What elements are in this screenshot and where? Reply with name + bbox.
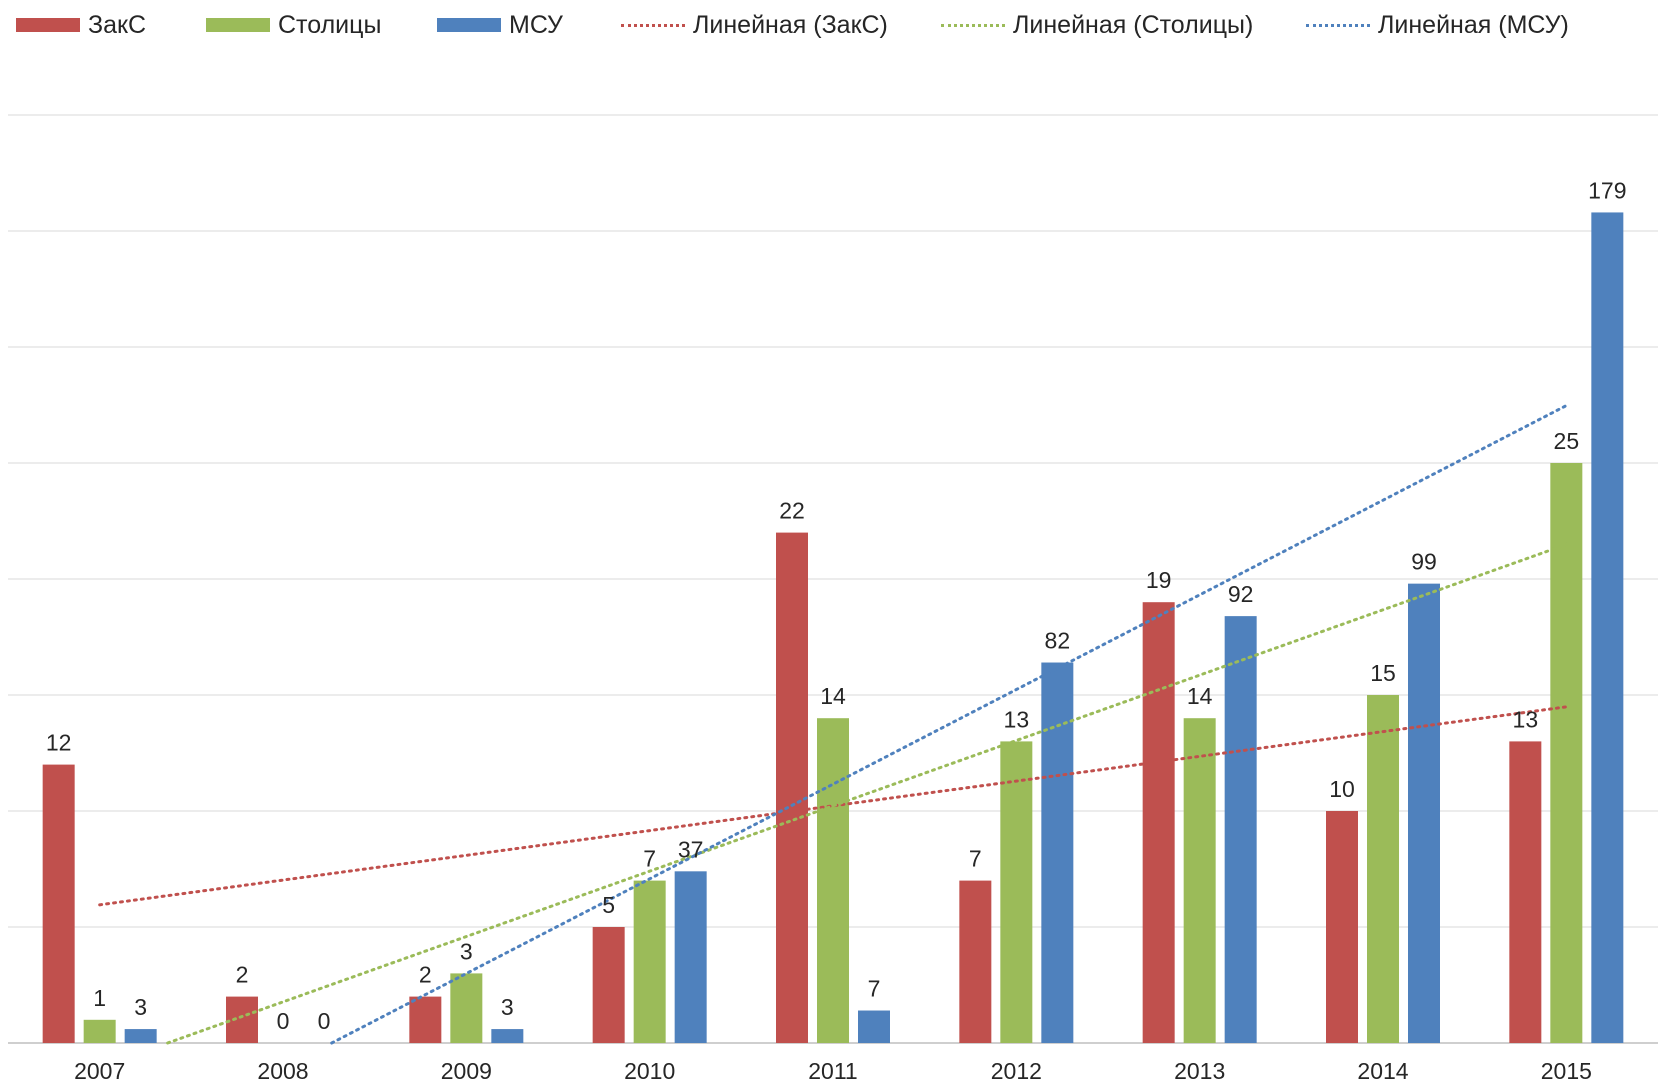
data-label-stolitsy-2010: 7: [643, 846, 656, 872]
x-tick-label-2013: 2013: [1174, 1058, 1225, 1084]
data-label-stolitsy-2007: 1: [93, 985, 106, 1011]
legend-line-trend-msu: [1306, 23, 1370, 27]
bar-zaks-2010: [592, 927, 625, 1043]
data-label-stolitsy-2015: 25: [1554, 428, 1580, 454]
x-tick-labels: 2007 2008 2009 2010 2011 2012 2013 2014 2015: [74, 1058, 1592, 1084]
data-label-zaks-2015: 13: [1513, 706, 1539, 732]
bar-stolitsy-2010: [633, 880, 666, 1043]
x-tick-label-2015: 2015: [1541, 1058, 1592, 1084]
bar-msu-2011: [858, 1010, 890, 1043]
bar-zaks-2009: [409, 996, 442, 1043]
trendline-zaks: [98, 705, 1568, 907]
data-label-msu-2007: 3: [134, 994, 147, 1020]
legend-label-trend-stolitsy: Линейная (Столицы): [1013, 10, 1254, 39]
data-label-msu-2015: 179: [1588, 177, 1626, 203]
legend-line-trend-zaks: [621, 23, 685, 27]
legend-label-stolitsy: Столицы: [278, 10, 382, 39]
bar-zaks-2008: [226, 996, 258, 1043]
bar-zaks-2007: [42, 764, 75, 1043]
data-label-msu-2011: 7: [868, 976, 881, 1002]
bar-stolitsy-2012: [1000, 741, 1033, 1043]
trendline-msu: [330, 404, 1568, 1045]
bar-stolitsy-2015: [1550, 463, 1583, 1043]
legend-item-trend-zaks: Линейная (ЗакС): [621, 10, 888, 40]
x-tick-label-2010: 2010: [624, 1058, 675, 1084]
legend-item-stolitsy: Столицы: [206, 10, 381, 40]
bar-msu-2013: [1224, 616, 1257, 1043]
data-labels: 122 2522719101310371413141525303377829299…: [46, 177, 1627, 1034]
chart-legend: ЗакС Столицы МСУ Линейная (ЗакС) Линейна…: [0, 0, 1658, 50]
data-label-msu-2013: 92: [1228, 581, 1254, 607]
data-label-stolitsy-2014: 15: [1370, 660, 1396, 686]
bar-stolitsy-2007: [83, 1019, 116, 1043]
data-label-msu-2008: 0: [318, 1008, 331, 1034]
data-label-zaks-2014: 10: [1329, 776, 1355, 802]
bars: [42, 212, 1624, 1043]
data-label-zaks-2010: 5: [602, 892, 615, 918]
bar-msu-2007: [124, 1029, 157, 1043]
data-label-msu-2012: 82: [1045, 628, 1071, 654]
data-label-zaks-2009: 2: [419, 962, 432, 988]
bar-msu-2014: [1408, 583, 1440, 1043]
legend-item-msu: МСУ: [437, 10, 563, 40]
x-tick-label-2014: 2014: [1357, 1058, 1408, 1084]
bar-stolitsy-2011: [817, 718, 849, 1043]
bar-stolitsy-2014: [1367, 695, 1399, 1043]
bar-stolitsy-2009: [450, 973, 483, 1043]
x-tick-label-2009: 2009: [441, 1058, 492, 1084]
data-label-stolitsy-2012: 13: [1004, 706, 1030, 732]
x-tick-label-2011: 2011: [808, 1058, 857, 1084]
bar-zaks-2014: [1326, 811, 1358, 1043]
x-tick-label-2007: 2007: [74, 1058, 125, 1084]
legend-swatch-stolitsy: [206, 18, 270, 32]
legend-label-trend-zaks: Линейная (ЗакС): [693, 10, 888, 39]
data-label-zaks-2008: 2: [236, 962, 249, 988]
data-label-zaks-2013: 19: [1146, 567, 1172, 593]
legend-item-trend-msu: Линейная (МСУ): [1306, 10, 1569, 40]
x-tick-label-2012: 2012: [991, 1058, 1042, 1084]
data-label-msu-2014: 99: [1411, 549, 1437, 575]
trendlines: [98, 404, 1568, 1045]
x-tick-label-2008: 2008: [257, 1058, 308, 1084]
bar-msu-2012: [1041, 662, 1074, 1043]
data-label-stolitsy-2013: 14: [1187, 683, 1213, 709]
trendline-stolitsy: [166, 542, 1568, 1045]
legend-item-zaks: ЗакС: [16, 10, 146, 40]
data-label-stolitsy-2008: 0: [277, 1008, 290, 1034]
legend-swatch-msu: [437, 18, 501, 32]
data-label-stolitsy-2011: 14: [820, 683, 846, 709]
legend-line-trend-stolitsy: [941, 23, 1005, 27]
legend-label-msu: МСУ: [509, 10, 563, 39]
legend-label-zaks: ЗакС: [88, 10, 146, 39]
legend-item-trend-stolitsy: Линейная (Столицы): [941, 10, 1253, 40]
data-label-stolitsy-2009: 3: [460, 938, 473, 964]
data-label-zaks-2007: 12: [46, 730, 72, 756]
data-label-zaks-2011: 22: [779, 498, 805, 524]
data-label-zaks-2012: 7: [969, 846, 982, 872]
legend-swatch-zaks: [16, 18, 80, 32]
bar-zaks-2013: [1142, 602, 1175, 1043]
bar-stolitsy-2013: [1183, 718, 1216, 1043]
bar-zaks-2011: [776, 532, 808, 1043]
bar-msu-2010: [674, 871, 707, 1043]
data-label-msu-2009: 3: [501, 994, 514, 1020]
bar-msu-2009: [491, 1029, 524, 1043]
legend-label-trend-msu: Линейная (МСУ): [1378, 10, 1569, 39]
data-label-msu-2010: 37: [678, 836, 704, 862]
bar-zaks-2015: [1509, 741, 1542, 1043]
bar-zaks-2012: [959, 880, 992, 1043]
bar-msu-2015: [1591, 212, 1624, 1043]
